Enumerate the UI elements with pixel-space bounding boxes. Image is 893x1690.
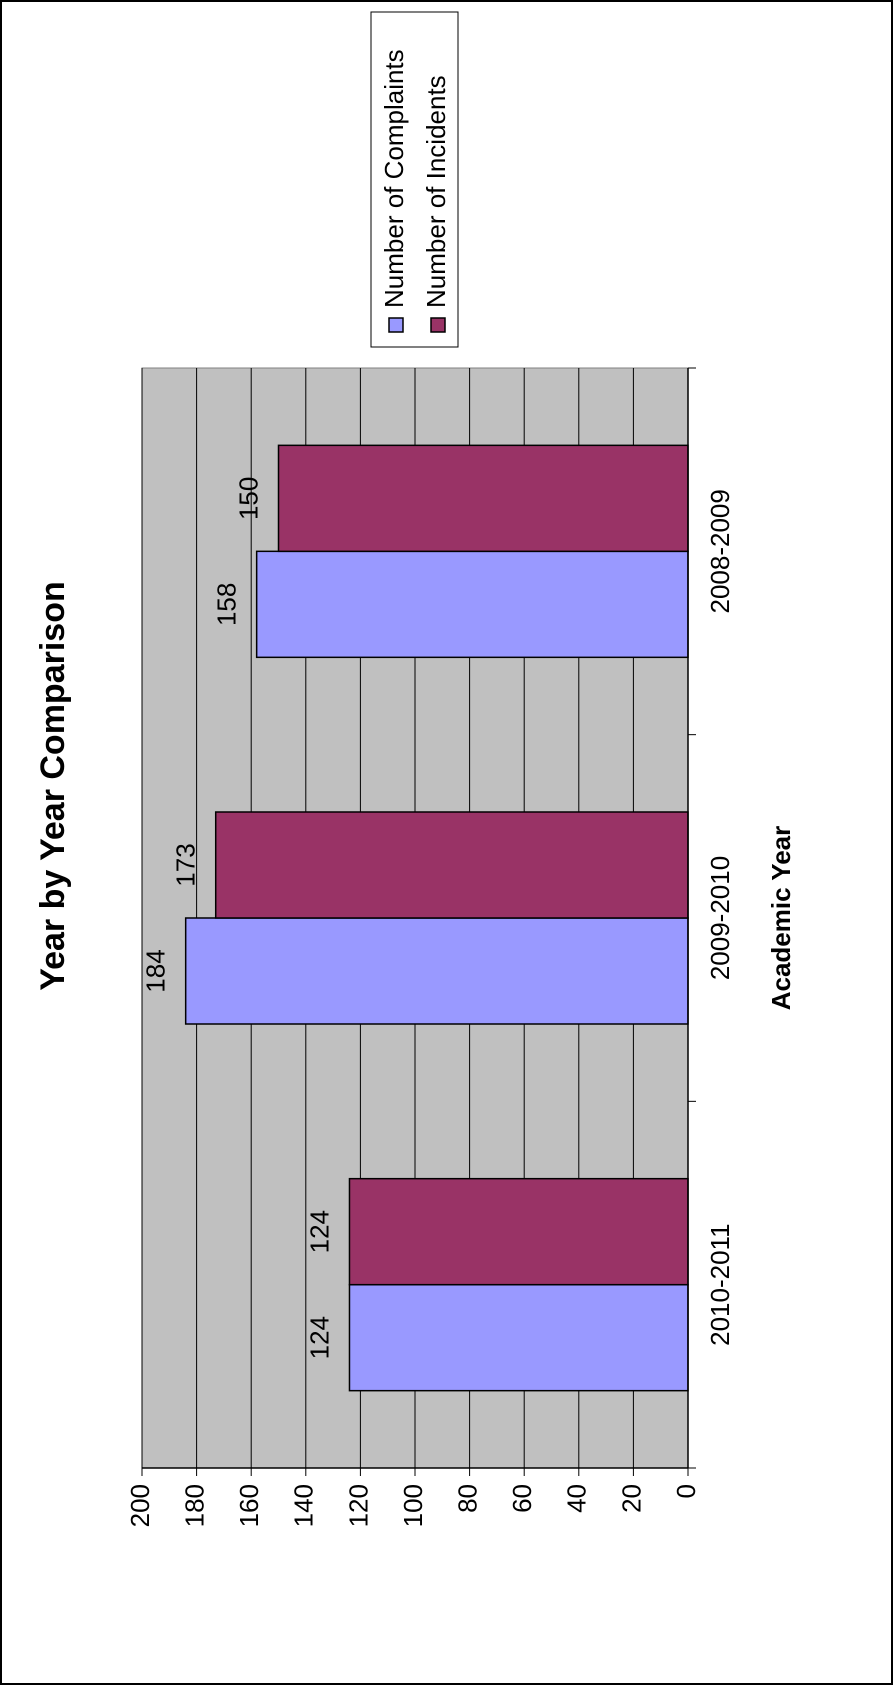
data-label: 124 xyxy=(304,1210,334,1253)
bar xyxy=(214,811,689,919)
data-labels: 124 124 184 173 158 150 xyxy=(141,477,335,1360)
data-label: 150 xyxy=(233,477,263,520)
value-tick-label: 200 xyxy=(125,1484,155,1527)
value-tick-label: 60 xyxy=(507,1484,537,1513)
data-label: 184 xyxy=(141,949,171,992)
legend-box xyxy=(370,11,459,348)
legend-swatch xyxy=(388,317,404,333)
value-tick-label: 0 xyxy=(671,1484,701,1498)
legend-swatch xyxy=(430,317,446,333)
category-label: 2009-2010 xyxy=(705,856,735,980)
category-label: 2010-2011 xyxy=(705,1223,735,1345)
value-tick-label: 160 xyxy=(234,1484,264,1527)
x-axis-title: Academic Year xyxy=(766,826,796,1011)
bar xyxy=(184,917,689,1025)
value-tick-label: 140 xyxy=(289,1484,319,1527)
value-tick-label: 100 xyxy=(398,1484,428,1527)
value-tick-label: 180 xyxy=(179,1484,209,1527)
bars xyxy=(184,444,689,1392)
value-tick-label: 40 xyxy=(562,1484,592,1513)
tick-labels: 0 20 40 60 80 100 120 140 160 180 200 xyxy=(125,1484,701,1527)
bar xyxy=(348,1177,689,1286)
category-label: 2008-2009 xyxy=(705,489,735,613)
chart-title: Year by Year Comparison xyxy=(34,581,72,990)
legend: Number of Complaints Number of Incidents xyxy=(370,11,459,348)
data-label: 173 xyxy=(171,843,201,886)
bar xyxy=(348,1283,689,1392)
bar xyxy=(255,550,689,659)
data-label: 158 xyxy=(212,583,242,626)
value-tick-label: 80 xyxy=(452,1484,482,1513)
value-tick-label: 120 xyxy=(343,1484,373,1527)
legend-label: Number of Complaints xyxy=(379,49,409,308)
legend-label: Number of Incidents xyxy=(421,75,451,308)
axis-lines xyxy=(141,367,696,1476)
value-tick-label: 20 xyxy=(616,1484,646,1513)
bar xyxy=(277,444,689,553)
category-labels: 2010-2011 2009-2010 2008-2009 xyxy=(705,489,735,1346)
data-label: 124 xyxy=(304,1316,334,1359)
